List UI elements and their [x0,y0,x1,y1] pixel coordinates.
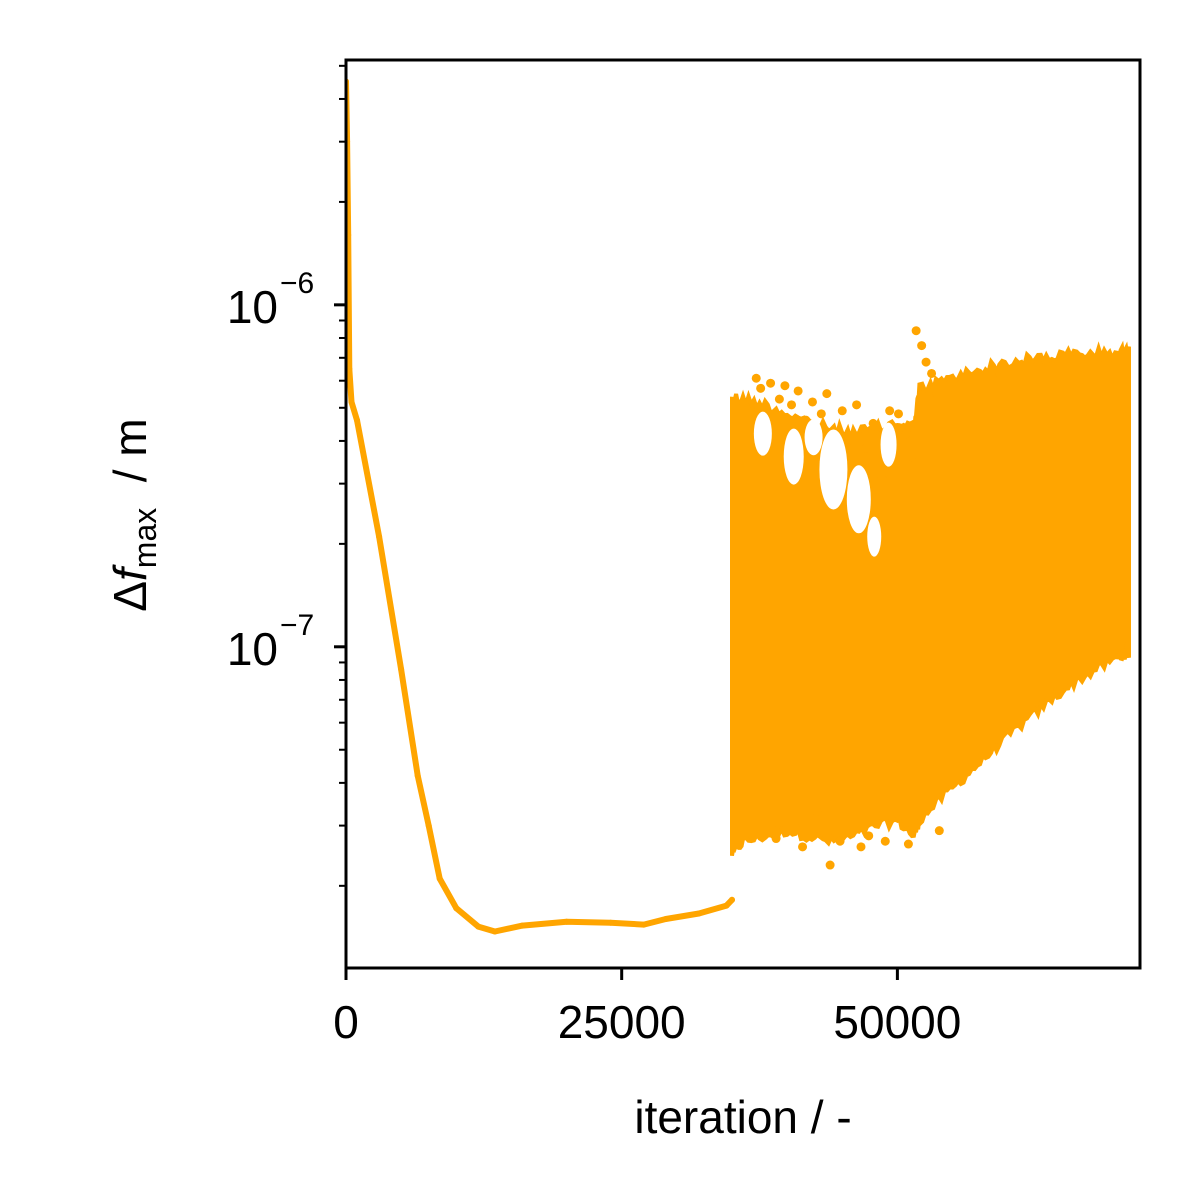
line-point [398,666,405,673]
y-axis-label-sub: max [127,508,163,568]
scatter-point [801,415,811,425]
scatter-gap [753,411,772,456]
y-tick-exponent: −7 [280,609,314,642]
scatter-point [780,381,790,391]
scatter-point [756,383,766,393]
scatter-point [835,836,845,846]
line-point [728,896,735,903]
y-axis-label: Δfmax / m [104,418,163,611]
scatter-point [860,444,870,454]
scatter-point [837,406,847,416]
line-point [662,915,669,922]
line-point [475,923,482,930]
line-point [519,922,526,929]
scatter-gap [880,422,897,467]
scatter-point [751,373,761,383]
line-point [425,822,432,829]
x-tick-label: 50000 [833,996,961,1048]
scatter-point [807,397,817,407]
scatter-point [893,409,903,419]
line-point [453,905,460,912]
line-point [563,918,570,925]
y-axis-label-symbol: Δ [104,581,156,612]
scatter-gap [846,465,871,534]
svg-text:Δfmax / m: Δfmax / m [104,418,163,611]
x-axis-label: iteration / - [634,1091,851,1143]
line-point [436,875,443,882]
scatter-band [730,340,1131,857]
scatter-point [880,836,890,846]
scatter-point [816,409,826,419]
scatter-point [868,418,878,428]
line-point [640,921,647,928]
scatter-point [812,806,822,816]
y-axis-label-unit: / m [104,418,156,507]
scatter-point [934,826,944,836]
line-point [491,928,498,935]
y-tick-exponent: −6 [280,267,314,300]
plot-frame [344,58,1142,970]
scatter-point [911,326,921,336]
scatter-point [885,406,895,416]
line-point [348,398,355,405]
scatter-point [787,400,797,410]
scatter-point [921,357,931,367]
scatter-point [901,429,911,439]
scatter-gap [819,429,848,510]
scatter-point [774,394,784,404]
scatter-gap [867,516,882,557]
data-layer [346,78,1131,935]
scatter-point [822,389,832,399]
scatter-point [856,842,866,852]
scatter-point [825,860,835,870]
scatter-gap [783,428,804,485]
line-point [354,417,361,424]
line-point [723,902,730,909]
scatter-point [798,842,808,852]
scatter-point [917,341,927,351]
scatter-point [877,474,887,484]
y-tick-label: 10 [227,281,278,333]
scatter-point [907,452,917,462]
x-tick-label: 0 [333,996,359,1048]
scatter-point [852,400,862,410]
scatter-gap [804,419,823,456]
scatter-point [771,834,781,844]
line-point [607,919,614,926]
line-point [346,365,353,372]
scatter-point [766,378,776,388]
scatter-point [864,831,874,841]
scatter-point [903,839,913,849]
line-point [414,772,421,779]
scatter-point [793,386,803,396]
series-line [346,78,735,935]
x-tick-label: 25000 [558,996,686,1048]
y-tick-label: 10 [227,623,278,675]
line-point [376,533,383,540]
y-axis-label-var: f [104,564,156,581]
scatter-point [927,368,937,378]
line-point [695,910,702,917]
